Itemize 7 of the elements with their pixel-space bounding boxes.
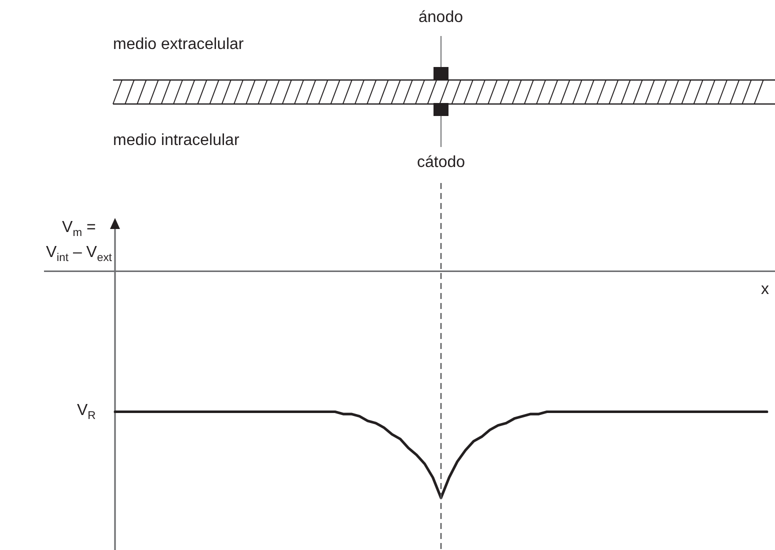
text: cátodo [417, 153, 466, 172]
text: medio extracelular [113, 35, 244, 54]
text: ánodo [418, 8, 463, 27]
text: V$_{R}$ [77, 401, 96, 422]
x-axis-title: x [761, 280, 769, 300]
text: V$_{m}$ = V$_{int}$ – V$_{ext}$ [46, 219, 112, 264]
text: medio intracelular [113, 131, 240, 150]
